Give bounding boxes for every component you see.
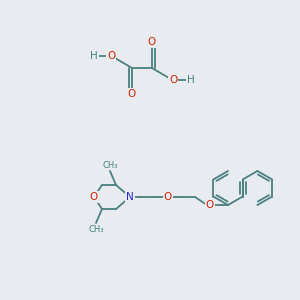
Text: CH₃: CH₃ xyxy=(88,224,104,233)
Text: N: N xyxy=(126,192,134,202)
Text: N: N xyxy=(126,192,134,202)
Text: O: O xyxy=(90,192,98,202)
Text: H: H xyxy=(187,75,195,85)
Text: H: H xyxy=(90,51,98,61)
Text: O: O xyxy=(148,37,156,47)
Text: O: O xyxy=(107,51,115,61)
Text: O: O xyxy=(128,89,136,99)
Text: O: O xyxy=(164,192,172,202)
Text: O: O xyxy=(169,75,177,85)
Text: CH₃: CH₃ xyxy=(102,160,118,169)
Text: O: O xyxy=(206,200,214,210)
